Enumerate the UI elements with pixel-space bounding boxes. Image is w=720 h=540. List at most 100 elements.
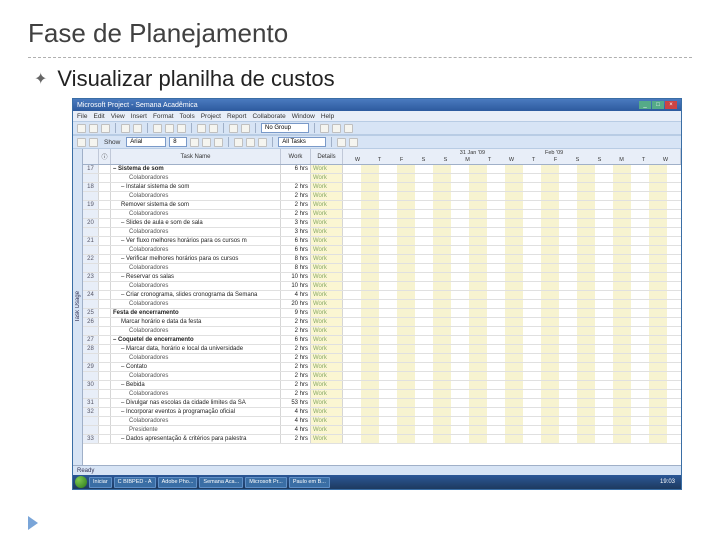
system-tray-clock[interactable]: 19:03 bbox=[656, 479, 679, 485]
cell-work[interactable]: 2 hrs bbox=[281, 327, 311, 335]
table-row[interactable]: Colaboradores6 hrsWork bbox=[83, 246, 681, 255]
cell-task-name[interactable]: – Sistema de som bbox=[111, 165, 281, 173]
col-header-id[interactable] bbox=[83, 149, 99, 164]
cell-work[interactable]: 2 hrs bbox=[281, 183, 311, 191]
table-row[interactable]: 26Marcar horário e data da festa2 hrsWor… bbox=[83, 318, 681, 327]
view-bar[interactable]: Task Usage bbox=[73, 149, 83, 465]
cell-task-name[interactable]: – Ver fluxo melhores horários para os cu… bbox=[111, 237, 281, 245]
cell-work[interactable]: 6 hrs bbox=[281, 165, 311, 173]
cell-task-name[interactable]: Colaboradores bbox=[111, 174, 281, 182]
print-button[interactable] bbox=[121, 124, 130, 133]
cell-work[interactable]: 20 hrs bbox=[281, 300, 311, 308]
cell-timephased[interactable] bbox=[343, 165, 681, 173]
cell-task-name[interactable]: Colaboradores bbox=[111, 327, 281, 335]
cell-work[interactable] bbox=[281, 174, 311, 182]
cell-work[interactable]: 3 hrs bbox=[281, 219, 311, 227]
cell-work[interactable]: 4 hrs bbox=[281, 426, 311, 434]
cell-timephased[interactable] bbox=[343, 399, 681, 407]
cell-id[interactable] bbox=[83, 210, 99, 218]
table-row[interactable]: 28– Marcar data, horário e local da univ… bbox=[83, 345, 681, 354]
cell-id[interactable] bbox=[83, 354, 99, 362]
table-row[interactable]: Colaboradores2 hrsWork bbox=[83, 354, 681, 363]
cell-timephased[interactable] bbox=[343, 363, 681, 371]
zoom-out-button[interactable] bbox=[332, 124, 341, 133]
cell-id[interactable]: 29 bbox=[83, 363, 99, 371]
menu-format[interactable]: Format bbox=[153, 113, 174, 120]
cell-work[interactable]: 2 hrs bbox=[281, 372, 311, 380]
cell-id[interactable] bbox=[83, 300, 99, 308]
font-combo[interactable]: Arial bbox=[126, 137, 166, 147]
col-header-timescale[interactable]: 31 Jan '09 Feb '09 WTFSSMTWTFSSMTW bbox=[343, 149, 681, 164]
unlink-button[interactable] bbox=[241, 124, 250, 133]
cell-task-name[interactable]: Colaboradores bbox=[111, 372, 281, 380]
goto-button[interactable] bbox=[344, 124, 353, 133]
cell-task-name[interactable]: Colaboradores bbox=[111, 228, 281, 236]
cell-timephased[interactable] bbox=[343, 300, 681, 308]
cell-work[interactable]: 2 hrs bbox=[281, 201, 311, 209]
align-left-button[interactable] bbox=[234, 138, 243, 147]
cell-task-name[interactable]: – Bebida bbox=[111, 381, 281, 389]
bold-button[interactable] bbox=[190, 138, 199, 147]
cell-task-name[interactable]: – Reservar os salas bbox=[111, 273, 281, 281]
cell-work[interactable]: 6 hrs bbox=[281, 237, 311, 245]
cell-id[interactable] bbox=[83, 264, 99, 272]
table-row[interactable]: 25Festa de encerramento9 hrsWork bbox=[83, 309, 681, 318]
table-row[interactable]: 31 – Divulgar nas escolas da cidade limit… bbox=[83, 399, 681, 408]
cell-task-name[interactable]: Colaboradores bbox=[111, 246, 281, 254]
cell-id[interactable] bbox=[83, 192, 99, 200]
cell-timephased[interactable] bbox=[343, 390, 681, 398]
preview-button[interactable] bbox=[133, 124, 142, 133]
cell-timephased[interactable] bbox=[343, 435, 681, 443]
cell-task-name[interactable]: – Marcar data, horário e local da univer… bbox=[111, 345, 281, 353]
cell-task-name[interactable]: Colaboradores bbox=[111, 210, 281, 218]
table-row[interactable]: 19Remover sistema de som2 hrsWork bbox=[83, 201, 681, 210]
cell-work[interactable]: 3 hrs bbox=[281, 228, 311, 236]
cell-task-name[interactable]: – Divulgar nas escolas da cidade limites… bbox=[111, 399, 281, 407]
cell-work[interactable]: 2 hrs bbox=[281, 345, 311, 353]
table-row[interactable]: ColaboradoresWork bbox=[83, 174, 681, 183]
outdent-button[interactable] bbox=[77, 138, 86, 147]
cell-timephased[interactable] bbox=[343, 237, 681, 245]
cell-task-name[interactable]: – Criar cronograma, slides cronograma da… bbox=[111, 291, 281, 299]
cell-task-name[interactable]: Marcar horário e data da festa bbox=[111, 318, 281, 326]
cell-task-name[interactable]: – Instalar sistema de som bbox=[111, 183, 281, 191]
cell-task-name[interactable]: Colaboradores bbox=[111, 282, 281, 290]
cell-task-name[interactable]: Presidente bbox=[111, 426, 281, 434]
cell-work[interactable]: 2 hrs bbox=[281, 390, 311, 398]
align-center-button[interactable] bbox=[246, 138, 255, 147]
cell-id[interactable]: 19 bbox=[83, 201, 99, 209]
table-row[interactable]: 23– Reservar os salas10 hrsWork bbox=[83, 273, 681, 282]
cell-id[interactable] bbox=[83, 246, 99, 254]
paste-button[interactable] bbox=[177, 124, 186, 133]
cell-id[interactable]: 20 bbox=[83, 219, 99, 227]
menu-project[interactable]: Project bbox=[201, 113, 221, 120]
menu-edit[interactable]: Edit bbox=[93, 113, 104, 120]
taskbar-item[interactable]: Microsoft Pr... bbox=[245, 477, 287, 488]
cell-task-name[interactable]: Colaboradores bbox=[111, 300, 281, 308]
taskbar-item[interactable]: Semana Aca... bbox=[199, 477, 243, 488]
filter-combo[interactable]: All Tasks bbox=[278, 137, 326, 147]
new-button[interactable] bbox=[77, 124, 86, 133]
table-row[interactable]: 17– Sistema de som6 hrsWork bbox=[83, 165, 681, 174]
cell-timephased[interactable] bbox=[343, 336, 681, 344]
taskbar-item[interactable]: Adobe Pho... bbox=[158, 477, 198, 488]
align-right-button[interactable] bbox=[258, 138, 267, 147]
table-row[interactable]: Colaboradores10 hrsWork bbox=[83, 282, 681, 291]
cell-work[interactable]: 2 hrs bbox=[281, 363, 311, 371]
menu-file[interactable]: File bbox=[77, 113, 87, 120]
cell-task-name[interactable]: Colaboradores bbox=[111, 417, 281, 425]
cell-task-name[interactable]: – Coquetel de encerramento bbox=[111, 336, 281, 344]
table-row[interactable]: 33– Dados apresentação & critérios para … bbox=[83, 435, 681, 444]
cell-id[interactable]: 32 bbox=[83, 408, 99, 416]
table-row[interactable]: 27– Coquetel de encerramento6 hrsWork bbox=[83, 336, 681, 345]
menu-window[interactable]: Window bbox=[292, 113, 315, 120]
cell-timephased[interactable] bbox=[343, 318, 681, 326]
cell-id[interactable]: 31 bbox=[83, 399, 99, 407]
cell-id[interactable]: 18 bbox=[83, 183, 99, 191]
cell-timephased[interactable] bbox=[343, 381, 681, 389]
table-row[interactable]: Colaboradores2 hrsWork bbox=[83, 372, 681, 381]
cell-task-name[interactable]: Colaboradores bbox=[111, 192, 281, 200]
cell-work[interactable]: 8 hrs bbox=[281, 255, 311, 263]
cell-id[interactable]: 24 bbox=[83, 291, 99, 299]
table-row[interactable]: Colaboradores3 hrsWork bbox=[83, 228, 681, 237]
